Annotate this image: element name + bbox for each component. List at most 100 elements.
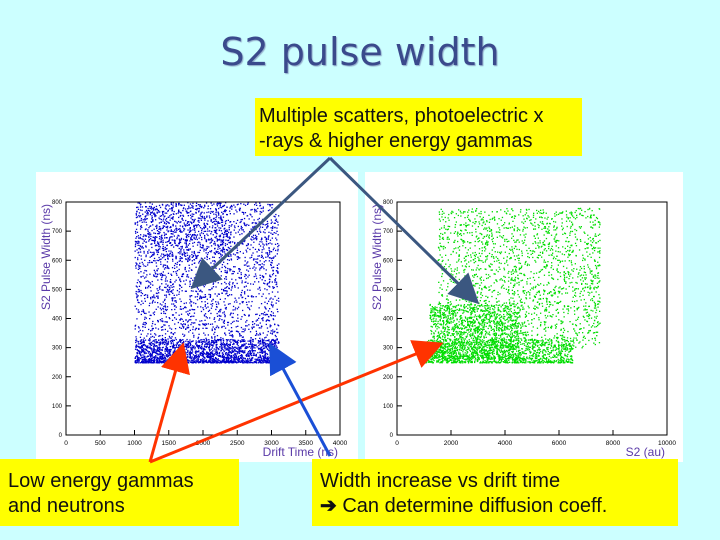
scatter-point [147, 360, 149, 362]
scatter-point [145, 206, 148, 208]
scatter-point [188, 207, 190, 209]
scatter-point [240, 335, 242, 337]
scatter-point [140, 357, 143, 359]
scatter-point [148, 285, 150, 287]
scatter-point [135, 360, 137, 362]
s2-scatter-panel: 0 100 200 300 400 500 600 700 800 0 2000 4000 6000 80… [365, 172, 683, 462]
scatter-point [256, 346, 258, 348]
scatter-point [209, 267, 211, 270]
scatter-point [242, 211, 245, 214]
scatter-point [169, 281, 171, 283]
scatter-point [158, 231, 160, 233]
scatter-point [150, 290, 152, 292]
scatter-point [153, 311, 156, 313]
scatter-point [156, 226, 158, 228]
scatter-point [174, 300, 176, 302]
scatter-point [165, 316, 167, 318]
scatter-point [221, 264, 224, 266]
scatter-point [203, 362, 205, 364]
scatter-point [236, 211, 238, 213]
scatter-point [156, 356, 158, 359]
scatter-point [526, 357, 528, 360]
scatter-point [232, 241, 234, 243]
scatter-point [196, 226, 198, 228]
scatter-point [154, 239, 156, 242]
scatter-point [198, 260, 201, 263]
scatter-point [244, 260, 246, 262]
scatter-point [165, 226, 167, 228]
scatter-point [175, 256, 177, 258]
scatter-point [270, 276, 272, 278]
scatter-point [561, 344, 563, 346]
scatter-point [172, 358, 174, 360]
scatter-point [239, 268, 241, 271]
scatter-point [199, 249, 201, 251]
scatter-point [171, 303, 173, 305]
scatter-point [196, 361, 198, 363]
scatter-point [156, 227, 158, 230]
scatter-point [147, 350, 149, 352]
scatter-point [155, 215, 157, 217]
scatter-point [142, 362, 144, 364]
scatter-point [145, 322, 147, 325]
scatter-point [156, 352, 158, 355]
scatter-point [167, 359, 169, 361]
scatter-point [229, 206, 232, 208]
scatter-point [144, 344, 146, 346]
scatter-point [244, 281, 246, 283]
scatter-point [237, 242, 239, 244]
scatter-point [230, 259, 233, 261]
scatter-point [195, 302, 197, 305]
scatter-point [177, 245, 179, 247]
scatter-point [222, 213, 224, 215]
scatter-point [204, 305, 206, 307]
scatter-point [266, 302, 268, 305]
scatter-point [242, 309, 244, 312]
scatter-point [142, 213, 144, 215]
scatter-point [206, 339, 208, 341]
scatter-point [475, 347, 477, 349]
scatter-point [163, 299, 166, 302]
scatter-point [144, 300, 146, 302]
scatter-point [222, 344, 224, 346]
scatter-point [225, 267, 227, 269]
scatter-point [178, 359, 180, 361]
scatter-point [267, 319, 269, 321]
scatter-point [170, 342, 172, 344]
scatter-point [237, 314, 239, 316]
scatter-point [167, 342, 170, 344]
scatter-point [241, 344, 243, 346]
scatter-point [566, 339, 568, 342]
scatter-point [169, 290, 171, 293]
scatter-point [212, 299, 214, 301]
scatter-point [179, 339, 181, 341]
scatter-point [236, 219, 239, 221]
scatter-point [204, 344, 206, 346]
scatter-point [259, 340, 261, 342]
scatter-point [147, 251, 149, 253]
scatter-point [557, 358, 559, 361]
scatter-point [146, 210, 148, 212]
scatter-point [257, 352, 259, 354]
scatter-point [225, 339, 228, 341]
scatter-point [152, 207, 154, 209]
scatter-point [264, 288, 266, 290]
scatter-point [172, 202, 174, 204]
scatter-point [265, 336, 267, 338]
scatter-point [156, 270, 158, 272]
scatter-point [172, 225, 174, 227]
scatter-point [181, 355, 183, 358]
scatter-point [182, 339, 184, 341]
scatter-point [226, 272, 228, 274]
scatter-point [138, 214, 140, 217]
scatter-point [244, 256, 246, 259]
scatter-point [145, 265, 147, 267]
scatter-point [159, 362, 161, 364]
scatter-point [204, 341, 206, 343]
scatter-point [213, 260, 215, 262]
scatter-point [150, 283, 152, 285]
scatter-point [217, 339, 219, 341]
scatter-point [179, 241, 181, 243]
scatter-point [208, 215, 211, 217]
scatter-point [550, 351, 552, 353]
